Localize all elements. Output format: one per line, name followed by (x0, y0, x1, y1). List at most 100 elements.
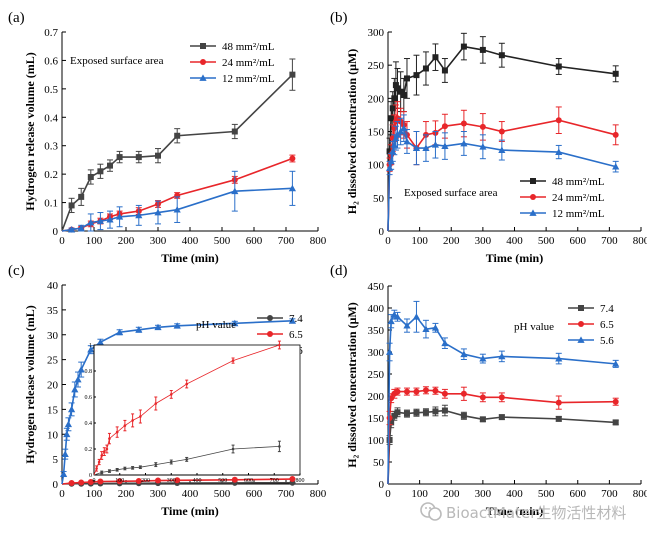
inset-frame (93, 344, 301, 476)
y-tick-label: 100 (368, 160, 385, 172)
data-point (432, 408, 439, 415)
y-tick-label: 1 (89, 343, 92, 349)
x-tick-label: 300 (475, 488, 492, 500)
legend-marker (267, 331, 273, 337)
y-tick-label: 0.6 (44, 55, 58, 67)
x-tick-label: 600 (570, 235, 587, 247)
chart-panel-a: (a) 0 100 200 300 400 500 600 700 800 0 0.1 0.2 0.3 0.… (8, 10, 327, 265)
data-point (391, 95, 398, 102)
data-point (87, 346, 95, 353)
y-tick-label: 350 (368, 325, 385, 337)
x-tick-label: 100 (411, 235, 428, 247)
data-point (403, 388, 410, 395)
data-point (155, 152, 161, 159)
data-point (412, 313, 421, 320)
x-tick-label: 200 (443, 235, 460, 247)
data-point (155, 477, 161, 484)
data-point (431, 324, 440, 331)
data-point (431, 141, 440, 148)
y-axis-label: H₂ dissolved concentration (μM) (345, 302, 359, 467)
x-tick-label: 400 (182, 488, 199, 500)
data-point (174, 132, 181, 139)
data-point (77, 224, 85, 232)
x-tick-label: 100 (411, 488, 428, 500)
data-point (388, 115, 395, 122)
data-point (288, 184, 296, 192)
legend-label: 6.5 (289, 329, 303, 341)
x-tick-label: 600 (246, 488, 263, 500)
data-point (460, 43, 467, 50)
data-point (123, 424, 127, 427)
legend-label: 7.4 (289, 313, 303, 325)
data-point (498, 352, 506, 360)
y-tick-label: 40 (47, 280, 59, 292)
y-tick-label: 0.8 (85, 369, 93, 375)
x-tick-label: 700 (278, 488, 295, 500)
data-point (460, 120, 467, 127)
x-tick-label: 700 (278, 235, 295, 247)
y-tick-label: 0.5 (44, 84, 58, 96)
legend-marker (200, 59, 206, 65)
y-tick-label: 150 (368, 413, 385, 425)
data-point (479, 123, 486, 130)
watermark: BioactMater生物活性材料 (418, 499, 643, 525)
data-point (555, 355, 563, 362)
x-tick-label: 0 (59, 488, 65, 500)
data-point (555, 148, 563, 155)
data-point (460, 350, 468, 358)
data-point (105, 447, 109, 451)
data-point (108, 437, 111, 440)
y-tick-label: 200 (368, 93, 385, 105)
legend-marker (530, 178, 536, 184)
data-point (289, 155, 296, 162)
y-tick-label: 150 (368, 127, 385, 139)
data-point (116, 154, 123, 161)
x-tick-label: 300 (475, 235, 492, 247)
legend: Exposed surface area 48 mm²/mL 24 mm²/mL 12… (70, 41, 275, 85)
data-point (135, 478, 142, 485)
y-tick-label: 0.3 (44, 141, 58, 153)
y-tick-label: 400 (368, 303, 385, 315)
panel-label: (a) (8, 10, 25, 26)
legend-title: pH value (514, 321, 554, 333)
x-tick-label: 0 (385, 488, 391, 500)
data-point (479, 46, 486, 53)
data-point (135, 211, 143, 219)
data-point (108, 469, 111, 473)
legend-label: 24 mm²/mL (552, 192, 605, 204)
data-point (231, 128, 238, 135)
data-point (612, 70, 619, 77)
data-point (100, 454, 104, 457)
y-tick-label: 0.1 (44, 198, 58, 210)
data-point (460, 139, 468, 147)
x-tick-label: 300 (167, 478, 176, 484)
data-point (403, 322, 411, 329)
x-tick-label: 300 (150, 235, 167, 247)
series-line (387, 389, 616, 485)
data-point (74, 375, 82, 383)
data-point (87, 479, 94, 486)
x-tick-label: 600 (244, 478, 253, 484)
data-point (123, 467, 127, 470)
data-point (116, 478, 123, 485)
data-point (479, 355, 487, 362)
legend-label: 48 mm²/mL (222, 41, 275, 53)
data-point (413, 409, 420, 416)
x-tick-label: 800 (633, 488, 647, 500)
x-tick-label: 700 (601, 488, 618, 500)
x-tick-label: 400 (506, 488, 523, 500)
data-point (413, 388, 420, 395)
data-point (68, 405, 76, 413)
data-point (391, 412, 398, 419)
x-tick-label: 300 (150, 488, 167, 500)
x-tick-label: 800 (310, 488, 327, 500)
data-point (403, 137, 411, 145)
data-point (555, 117, 562, 124)
data-point (479, 394, 486, 401)
data-point (400, 92, 407, 99)
y-tick-label: 0 (379, 479, 385, 491)
data-point (61, 450, 69, 458)
legend-label: 12 mm²/mL (222, 73, 275, 85)
data-point (169, 460, 173, 464)
